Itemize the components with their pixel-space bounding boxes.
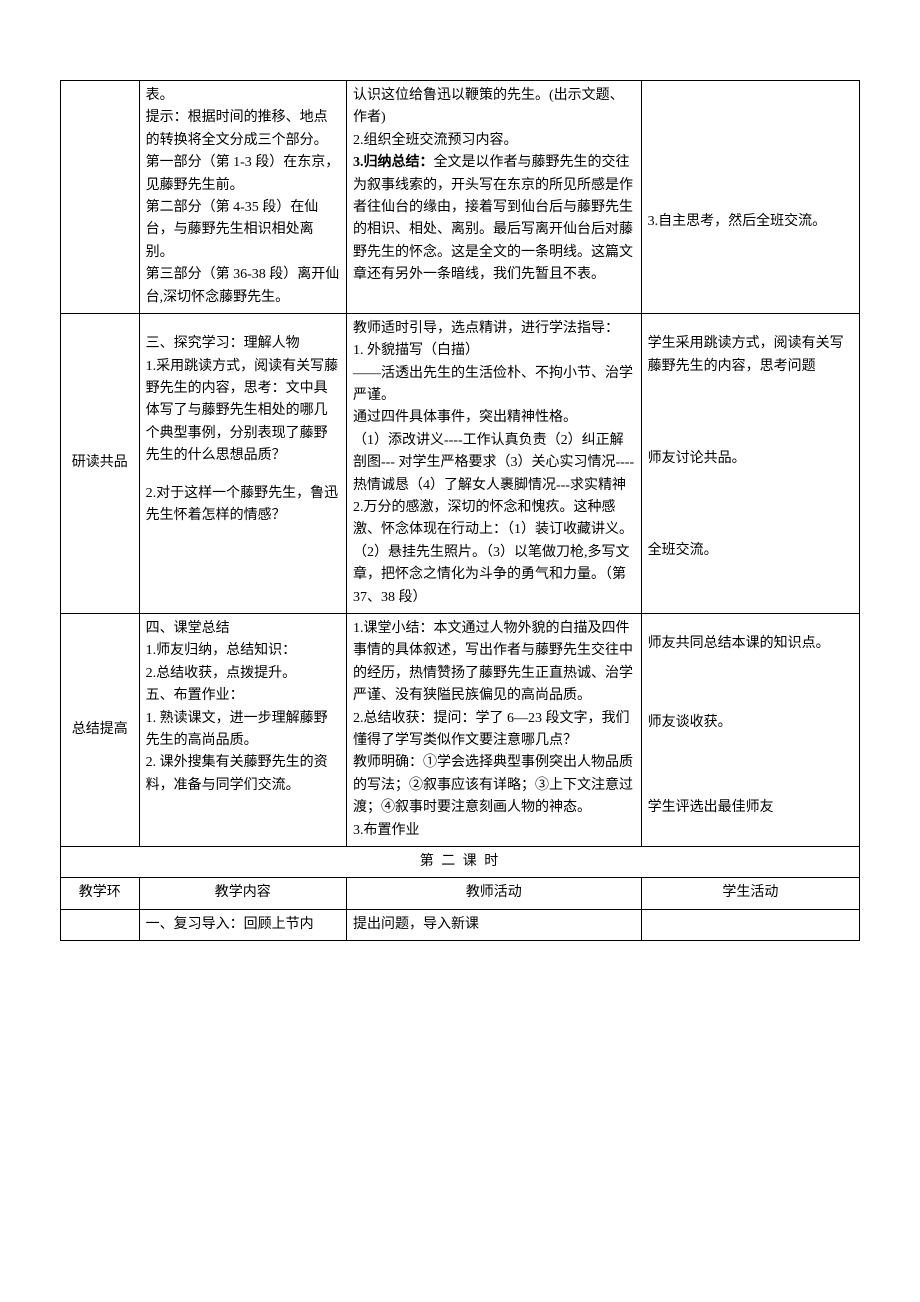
cell-student — [641, 909, 859, 940]
section-header-row: 第 二 课 时 — [61, 846, 860, 877]
table-row: 表。提示：根据时间的推移、地点的转换将全文分成三个部分。第一部分（第 1-3 段… — [61, 81, 860, 314]
table-row: 研读共品 三、探究学习：理解人物1.采用跳读方式，阅读有关写藤野先生的内容，思考… — [61, 313, 860, 613]
table-row: 一、复习导入：回顾上节内 提出问题，导入新课 — [61, 909, 860, 940]
text: 3.自主思考，然后全班交流。 — [648, 211, 853, 233]
text: 全班交流。 — [648, 540, 853, 562]
text: 认识这位给鲁迅以鞭策的先生。(出示文题、作者)2.组织全班交流预习内容。 — [353, 88, 624, 148]
cell-student: 3.自主思考，然后全班交流。 — [641, 81, 859, 314]
text: 师友讨论共品。 — [648, 448, 853, 470]
text: 1.课堂小结：本文通过人物外貌的白描及四件事情的具体叙述，写出作者与藤野先生交往… — [353, 621, 633, 838]
text: 学生采用跳读方式，阅读有关写藤野先生的内容，思考问题 — [648, 333, 853, 378]
lesson-table: 表。提示：根据时间的推移、地点的转换将全文分成三个部分。第一部分（第 1-3 段… — [60, 80, 860, 941]
text: 学生评选出最佳师友 — [648, 797, 853, 819]
cell-teacher: 认识这位给鲁迅以鞭策的先生。(出示文题、作者)2.组织全班交流预习内容。 3.归… — [346, 81, 641, 314]
text: 教师适时引导，选点精讲，进行学法指导：1. 外貌描写（白描）——活透出先生的生活… — [353, 321, 634, 605]
table-row: 总结提高 四、课堂总结1.师友归纳，总结知识：2.总结收获，点拨提升。五、布置作… — [61, 613, 860, 846]
col-header: 学生活动 — [641, 878, 859, 909]
col-header: 教师活动 — [346, 878, 641, 909]
col-header: 教学环 — [61, 878, 140, 909]
cell-content: 一、复习导入：回顾上节内 — [139, 909, 346, 940]
text: 全文是以作者与藤野先生的交往为叙事线索的，开头写在东京的所见所感是作者往仙台的缘… — [353, 155, 633, 282]
cell-content: 三、探究学习：理解人物1.采用跳读方式，阅读有关写藤野先生的内容，思考：文中具体… — [139, 313, 346, 613]
col-header: 教学内容 — [139, 878, 346, 909]
text: 表。提示：根据时间的推移、地点的转换将全文分成三个部分。第一部分（第 1-3 段… — [146, 88, 340, 305]
cell-teacher: 教师适时引导，选点精讲，进行学法指导：1. 外貌描写（白描）——活透出先生的生活… — [346, 313, 641, 613]
cell-student: 师友共同总结本课的知识点。 师友谈收获。 学生评选出最佳师友 — [641, 613, 859, 846]
text: 2.对于这样一个藤野先生，鲁迅先生怀着怎样的情感？ — [146, 483, 340, 528]
text: 四、课堂总结1.师友归纳，总结知识：2.总结收获，点拨提升。五、布置作业：1. … — [146, 621, 328, 793]
cell-content: 四、课堂总结1.师友归纳，总结知识：2.总结收获，点拨提升。五、布置作业：1. … — [139, 613, 346, 846]
section-title: 第 二 课 时 — [61, 846, 860, 877]
cell-stage: 研读共品 — [61, 313, 140, 613]
cell-teacher: 1.课堂小结：本文通过人物外貌的白描及四件事情的具体叙述，写出作者与藤野先生交往… — [346, 613, 641, 846]
cell-teacher: 提出问题，导入新课 — [346, 909, 641, 940]
bold-label: 3.归纳总结： — [353, 155, 434, 170]
cell-stage: 总结提高 — [61, 613, 140, 846]
text: 师友共同总结本课的知识点。 — [648, 633, 853, 655]
text: 三、探究学习：理解人物1.采用跳读方式，阅读有关写藤野先生的内容，思考：文中具体… — [146, 333, 340, 467]
cell-stage — [61, 81, 140, 314]
cell-stage — [61, 909, 140, 940]
document-page: 表。提示：根据时间的推移、地点的转换将全文分成三个部分。第一部分（第 1-3 段… — [0, 0, 920, 1001]
cell-student: 学生采用跳读方式，阅读有关写藤野先生的内容，思考问题 师友讨论共品。 全班交流。 — [641, 313, 859, 613]
cell-content: 表。提示：根据时间的推移、地点的转换将全文分成三个部分。第一部分（第 1-3 段… — [139, 81, 346, 314]
text: 师友谈收获。 — [648, 712, 853, 734]
column-header-row: 教学环 教学内容 教师活动 学生活动 — [61, 878, 860, 909]
